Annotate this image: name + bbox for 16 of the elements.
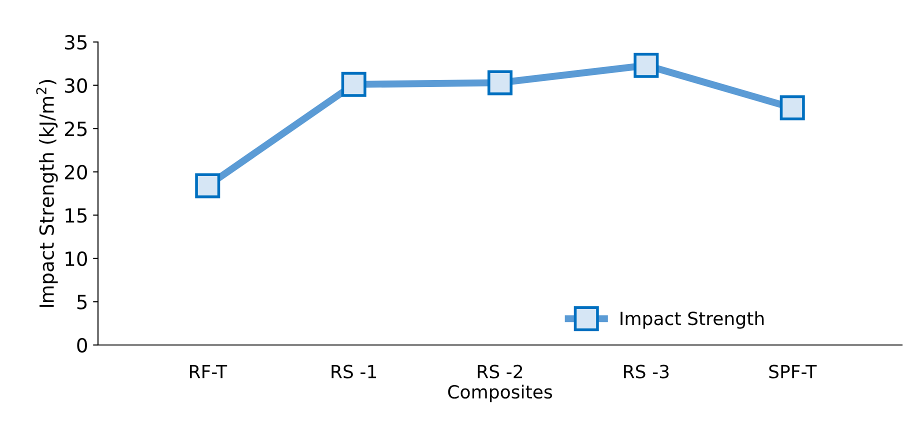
y-tick-label: 35 [65, 34, 87, 50]
y-tick-label: 25 [64, 122, 87, 136]
y-axis-title: Impact Strength (kJ/m$^{2}$) [36, 80, 58, 307]
y-tick-label: 10 [66, 251, 87, 266]
x-tick-label: RS -3 [624, 364, 669, 378]
x-tick-label: SPF-T [769, 364, 817, 378]
x-tick-label: RF-T [190, 365, 228, 378]
y-tick-label: 15 [66, 208, 87, 223]
x-tick-label: RS -2 [478, 364, 522, 378]
y-tick-label: 5 [77, 294, 87, 310]
x-tick-label: RS -1 [332, 364, 376, 378]
y-tick-label: 0 [77, 338, 87, 353]
y-tick-label: 30 [65, 78, 87, 93]
y-tick-label: 20 [64, 164, 87, 180]
legend-label: Impact Strength [620, 311, 764, 329]
x-axis-title: Composites [448, 384, 552, 402]
